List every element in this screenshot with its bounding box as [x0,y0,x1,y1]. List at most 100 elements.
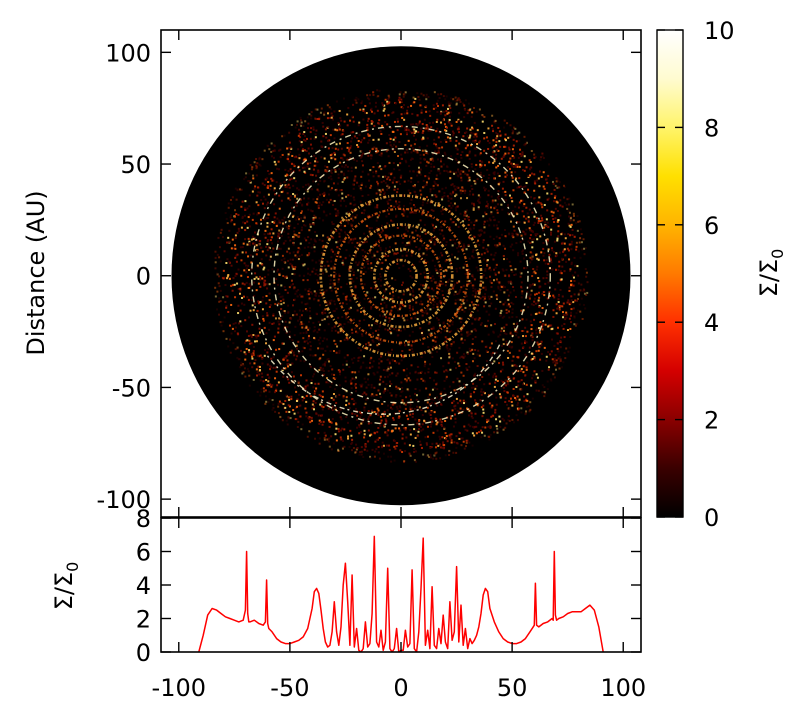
density-speckle [549,259,552,262]
density-speckle [406,215,409,218]
density-speckle [255,162,258,165]
density-speckle [323,157,326,160]
density-speckle [433,300,436,303]
density-speckle [522,249,525,252]
density-speckle [408,339,411,342]
density-speckle [533,283,536,286]
density-speckle [266,314,269,317]
density-speckle [324,165,327,168]
density-speckle [380,152,383,155]
density-speckle [539,235,542,238]
density-speckle [459,289,462,292]
density-speckle [450,155,453,158]
density-speckle [454,302,457,305]
density-speckle [482,239,485,242]
density-speckle [560,366,563,369]
density-speckle [401,208,404,211]
density-speckle [297,148,300,151]
density-speckle [293,233,296,236]
density-speckle [319,323,322,326]
density-speckle [473,391,476,394]
density-speckle [436,284,439,287]
density-speckle [432,326,435,329]
density-speckle [297,258,300,261]
density-speckle [573,293,576,296]
density-speckle [265,203,268,206]
density-speckle [283,134,286,137]
density-speckle [307,201,310,204]
density-speckle [234,237,237,240]
density-speckle [324,312,327,315]
density-speckle [432,107,435,110]
density-speckle [418,260,421,263]
density-speckle [508,275,511,278]
density-speckle [278,149,281,152]
density-speckle [456,281,459,284]
density-speckle [389,137,392,140]
density-speckle [511,315,514,318]
density-speckle [387,367,390,370]
density-speckle [325,214,328,217]
density-speckle [351,241,354,244]
density-speckle [379,193,382,196]
density-speckle [322,125,325,128]
density-speckle [433,138,436,141]
density-speckle [482,281,485,284]
density-speckle [310,292,313,295]
density-speckle [559,204,562,207]
density-speckle [288,252,291,255]
density-speckle [546,273,549,276]
density-speckle [545,218,548,221]
density-speckle [285,376,288,379]
density-speckle [245,172,248,175]
density-speckle [443,129,446,132]
density-speckle [456,351,459,354]
density-speckle [303,397,306,400]
density-speckle [478,289,481,292]
density-speckle [496,296,499,299]
density-speckle [236,346,239,349]
density-speckle [506,349,509,352]
density-speckle [327,418,330,421]
density-speckle [426,293,429,296]
density-speckle [504,145,507,148]
density-speckle [387,358,390,361]
density-speckle [367,440,370,443]
density-speckle [272,232,275,235]
density-speckle [494,119,497,122]
density-speckle [256,162,259,165]
density-speckle [465,367,468,370]
density-speckle [253,362,256,365]
density-speckle [304,171,307,174]
density-speckle [243,269,246,272]
density-speckle [345,249,348,252]
density-speckle [434,267,437,270]
density-speckle [293,313,296,316]
density-speckle [308,320,311,323]
density-speckle [322,370,325,373]
density-speckle [338,235,341,238]
density-speckle [490,212,493,215]
density-speckle [265,217,268,220]
density-speckle [377,414,380,417]
density-speckle [379,424,382,427]
density-speckle [460,371,463,374]
density-speckle [542,254,545,257]
density-speckle [514,127,517,130]
density-speckle [429,308,432,311]
density-speckle [472,328,475,331]
density-speckle [306,190,309,193]
density-speckle [279,156,282,159]
density-speckle [518,131,521,134]
density-speckle [408,444,411,447]
density-speckle [355,450,358,453]
density-speckle [430,332,433,335]
density-speckle [230,220,233,223]
density-speckle [363,297,366,300]
density-speckle [466,144,469,147]
density-speckle [509,330,512,333]
density-speckle [486,250,489,253]
density-speckle [361,242,364,245]
density-speckle [434,106,437,109]
density-speckle [460,157,463,160]
